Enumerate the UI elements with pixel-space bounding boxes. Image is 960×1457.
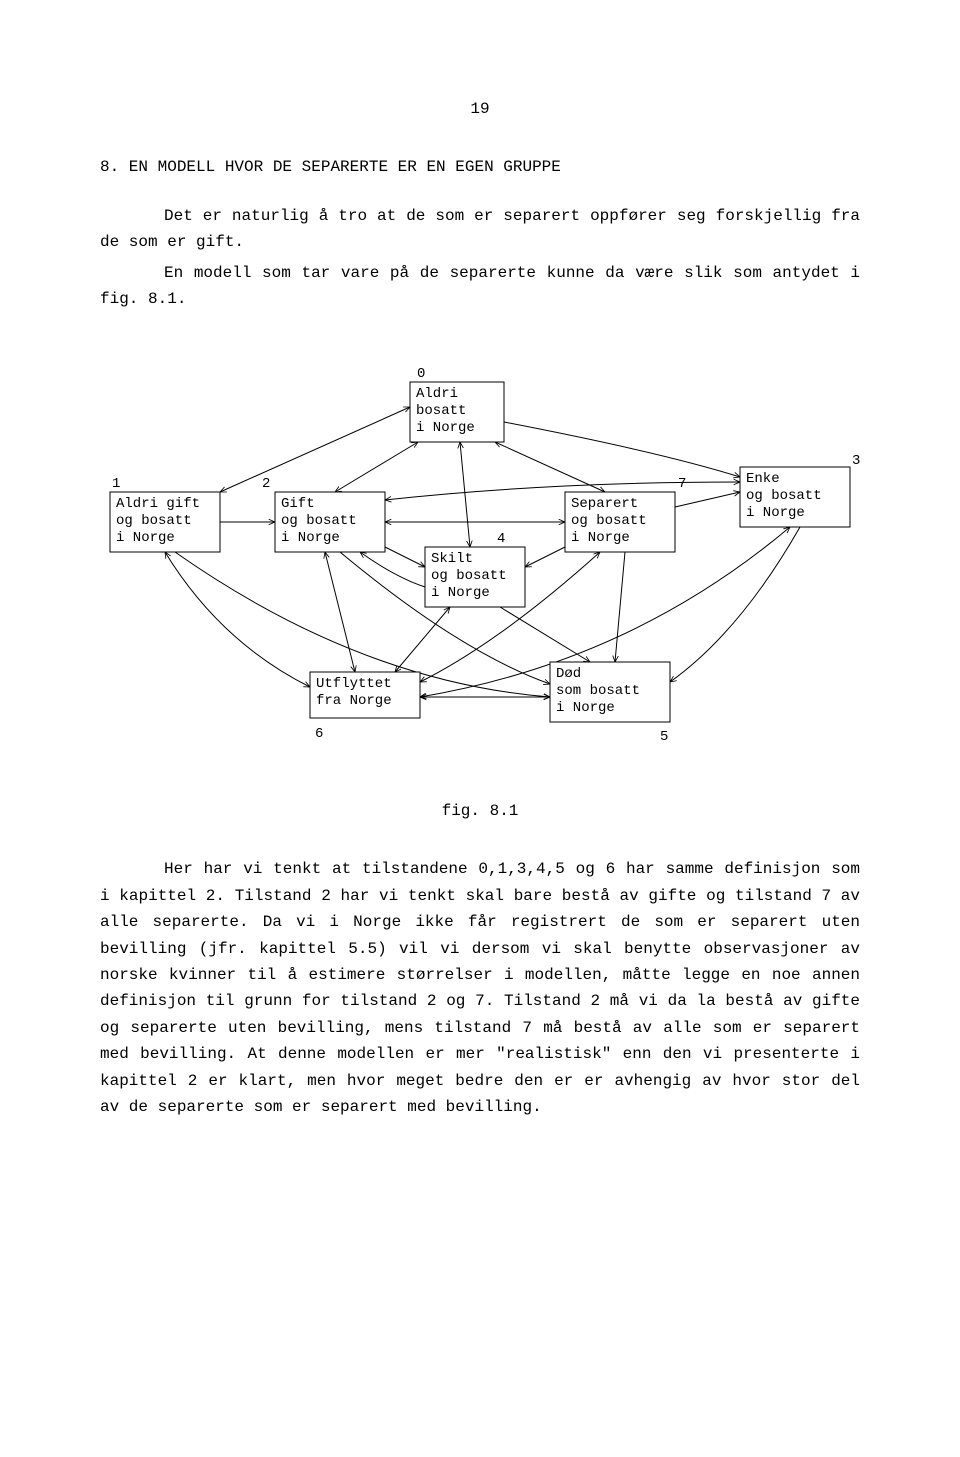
node-5-line-0: Død (556, 666, 581, 682)
diagram-figure-8-1: Aldribosatti Norge0Aldri giftog bosatti … (100, 332, 860, 772)
node-3-line-2: i Norge (746, 505, 805, 521)
edge-0-1 (220, 407, 410, 492)
node-2-line-1: og bosatt (281, 513, 357, 529)
node-label-5: 5 (660, 729, 668, 745)
node-label-6: 6 (315, 726, 323, 742)
node-1-line-1: og bosatt (116, 513, 192, 529)
edge-7-3 (675, 492, 740, 507)
node-label-2: 2 (262, 476, 270, 492)
edge-1-6 (165, 552, 310, 687)
node-3-line-0: Enke (746, 471, 780, 487)
node-3: Enkeog bosatti Norge (740, 467, 850, 527)
node-1-line-2: i Norge (116, 530, 175, 546)
edge-7-4 (525, 547, 565, 567)
node-1-line-0: Aldri gift (116, 496, 200, 512)
node-7-line-0: Separert (571, 496, 638, 512)
node-label-0: 0 (417, 366, 425, 382)
node-1: Aldri giftog bosatti Norge (110, 492, 220, 552)
node-6: Utflyttetfra Norge (310, 672, 420, 718)
node-0-line-1: bosatt (416, 403, 466, 419)
edge-7-5 (615, 552, 625, 662)
node-0-line-0: Aldri (416, 386, 458, 402)
node-6-line-0: Utflyttet (316, 676, 392, 692)
node-5-line-2: i Norge (556, 700, 615, 716)
node-4-line-2: i Norge (431, 585, 490, 601)
node-7-line-1: og bosatt (571, 513, 647, 529)
page-number: 19 (100, 100, 860, 118)
node-7-line-2: i Norge (571, 530, 630, 546)
node-3-line-1: og bosatt (746, 488, 822, 504)
edge-2-3 (385, 482, 740, 500)
section-title: 8. EN MODELL HVOR DE SEPARERTE ER EN EGE… (100, 158, 860, 176)
edge-0-7 (495, 442, 605, 492)
edge-0-3 (504, 422, 740, 477)
edge-4-5 (500, 607, 590, 662)
node-0: Aldribosatti Norge (410, 382, 504, 442)
page: 19 8. EN MODELL HVOR DE SEPARERTE ER EN … (0, 0, 960, 1457)
node-label-4: 4 (497, 531, 505, 547)
node-label-1: 1 (112, 476, 120, 492)
node-2: Giftog bosatti Norge (275, 492, 385, 552)
edge-0-4 (460, 442, 470, 547)
edge-4-6 (395, 607, 450, 672)
node-4-line-1: og bosatt (431, 568, 507, 584)
node-2-line-2: i Norge (281, 530, 340, 546)
node-5-line-1: som bosatt (556, 683, 640, 699)
state-diagram-svg: Aldribosatti Norge0Aldri giftog bosatti … (100, 332, 860, 772)
edge-4-2 (360, 552, 425, 587)
node-label-3: 3 (852, 453, 860, 469)
body-paragraph: Her har vi tenkt at tilstandene 0,1,3,4,… (100, 856, 860, 1120)
node-2-line-0: Gift (281, 496, 315, 512)
edge-0-2 (335, 442, 418, 492)
intro-paragraph-2: En modell som tar vare på de separerte k… (100, 261, 860, 312)
edge-2-6 (325, 552, 355, 672)
edge-2-4 (385, 547, 425, 567)
node-5: Dødsom bosatti Norge (550, 662, 670, 722)
node-0-line-2: i Norge (416, 420, 475, 436)
node-4: Skiltog bosatti Norge (425, 547, 525, 607)
node-label-7: 7 (678, 476, 686, 492)
edge-3-5 (670, 527, 800, 682)
figure-caption: fig. 8.1 (100, 802, 860, 820)
node-7: Separertog bosatti Norge (565, 492, 675, 552)
node-4-line-0: Skilt (431, 551, 473, 567)
node-6-line-1: fra Norge (316, 693, 392, 709)
intro-paragraph-1: Det er naturlig å tro at de som er separ… (100, 204, 860, 255)
